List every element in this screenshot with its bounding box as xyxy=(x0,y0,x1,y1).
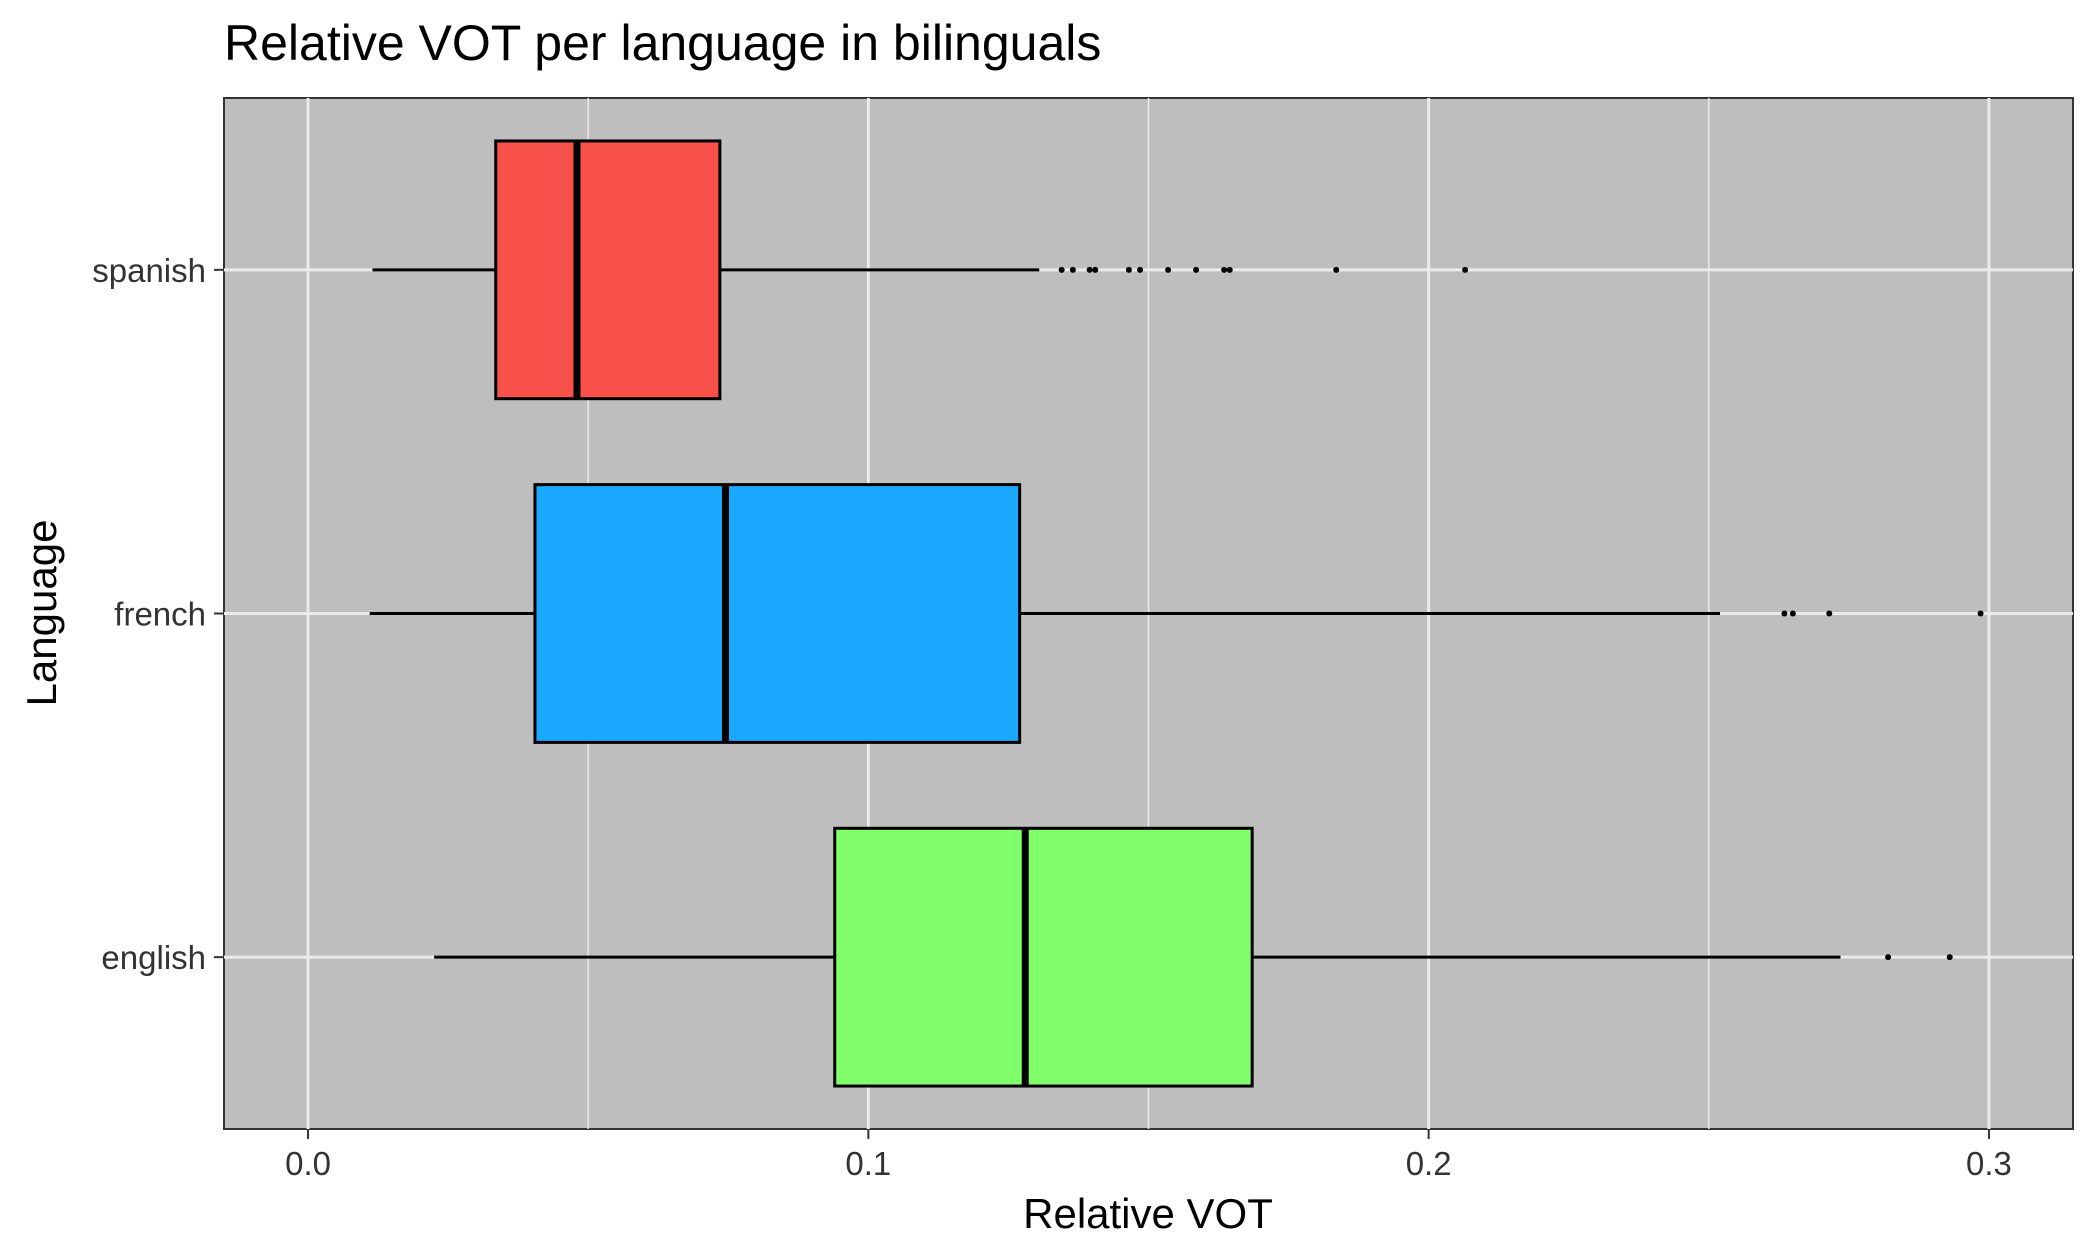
chart-title: Relative VOT per language in bilinguals xyxy=(224,15,1101,71)
outlier-point xyxy=(1789,610,1796,617)
x-tick-label: 0.0 xyxy=(285,1145,331,1182)
outlier-point xyxy=(1826,610,1833,617)
outlier-point xyxy=(1069,266,1076,273)
y-tick-label: french xyxy=(114,596,206,633)
outlier-point xyxy=(1781,610,1788,617)
outlier-point xyxy=(1092,266,1099,273)
x-axis-title: Relative VOT xyxy=(1023,1190,1273,1237)
outlier-point xyxy=(1221,266,1228,273)
outlier-point xyxy=(1125,266,1132,273)
x-tick-label: 0.2 xyxy=(1406,1145,1452,1182)
y-axis-ticks: english french spanish xyxy=(92,252,224,976)
outlier-point xyxy=(1226,266,1233,273)
outlier-point xyxy=(1946,954,1953,961)
box-spanish xyxy=(372,139,1469,401)
iqr-box xyxy=(533,483,1022,744)
y-tick-label: spanish xyxy=(92,252,206,289)
outlier-point xyxy=(1977,610,1984,617)
box-english xyxy=(434,826,1953,1088)
x-tick-label: 0.1 xyxy=(845,1145,891,1182)
x-tick-label: 0.3 xyxy=(1966,1145,2012,1182)
outlier-point xyxy=(1086,266,1093,273)
outlier-point xyxy=(1058,266,1065,273)
outlier-point xyxy=(1193,266,1200,273)
outlier-point xyxy=(1333,266,1340,273)
y-axis-title: Language xyxy=(18,520,65,707)
box-series xyxy=(369,139,1984,1088)
outlier-point xyxy=(1165,266,1172,273)
iqr-box xyxy=(494,139,722,401)
iqr-box xyxy=(833,826,1254,1088)
x-axis-ticks: 0.0 0.1 0.2 0.3 xyxy=(285,1129,2012,1182)
outlier-point xyxy=(1137,266,1144,273)
outlier-point xyxy=(1885,954,1892,961)
outlier-point xyxy=(1462,266,1469,273)
y-tick-label: english xyxy=(101,939,206,976)
box-french xyxy=(369,483,1984,744)
